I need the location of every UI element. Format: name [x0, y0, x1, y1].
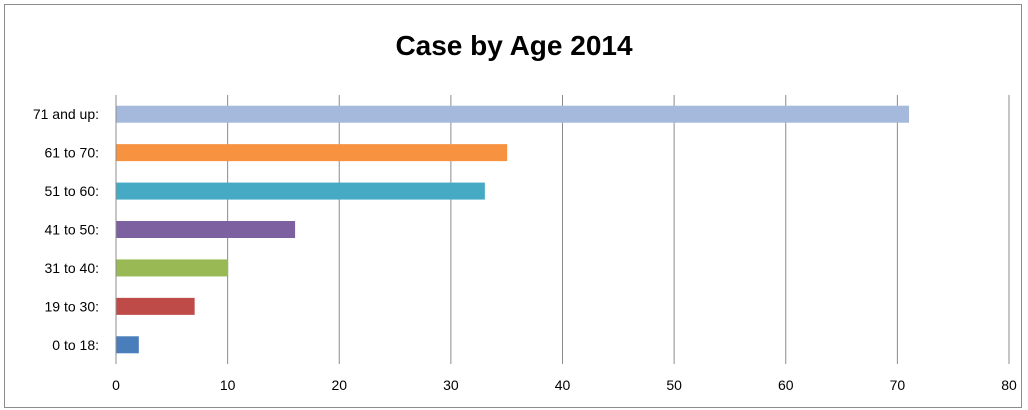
- category-label: 19 to 30:: [45, 298, 100, 314]
- category-labels: 0 to 18: 19 to 30: 31 to 40: 41 to 50: 51 to…: [33, 106, 99, 353]
- x-tick-label: 10: [220, 377, 236, 393]
- category-label: 61 to 70:: [45, 145, 100, 161]
- x-tick-label: 70: [890, 377, 906, 393]
- category-label: 51 to 60:: [45, 183, 100, 199]
- bar: [116, 336, 139, 354]
- x-tick-label: 40: [555, 377, 571, 393]
- x-tick-label: 20: [331, 377, 347, 393]
- category-label: 0 to 18:: [52, 337, 99, 353]
- bar: [116, 297, 195, 315]
- bar: [116, 221, 296, 238]
- x-tick-label: 30: [443, 377, 459, 393]
- bars: [116, 105, 910, 354]
- gridlines: [227, 95, 1010, 364]
- category-label: 31 to 40:: [45, 260, 100, 276]
- x-tick-label: 50: [666, 377, 682, 393]
- chart-title: Case by Age 2014: [395, 30, 633, 61]
- bar: [116, 105, 910, 123]
- x-tick-label: 80: [1001, 377, 1017, 393]
- x-tick-label: 0: [112, 377, 120, 393]
- bar: [116, 259, 229, 277]
- category-label: 41 to 50:: [45, 222, 100, 238]
- chart-frame: [4, 4, 1022, 408]
- x-tick-label: 60: [778, 377, 794, 393]
- bar: [116, 182, 485, 200]
- bar: [116, 144, 508, 162]
- category-label: 71 and up:: [33, 106, 99, 122]
- x-tick-labels: 0 10 20 30 40 50 60 70 80: [112, 377, 1017, 393]
